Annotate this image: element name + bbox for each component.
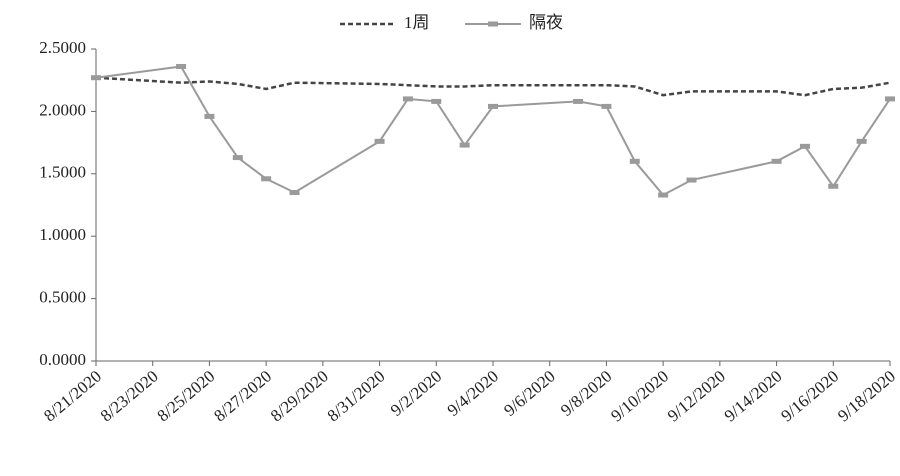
- x-tick-label: 9/6/2020: [500, 367, 559, 420]
- y-tick-label: 2.5000: [39, 38, 86, 57]
- point-marker: [885, 96, 895, 102]
- point-marker: [374, 138, 385, 144]
- point-marker: [431, 98, 442, 104]
- point-marker: [799, 143, 810, 149]
- point-marker: [402, 96, 413, 102]
- y-tick-label: 2.0000: [39, 100, 86, 119]
- point-marker: [771, 158, 782, 164]
- point-marker: [658, 192, 669, 198]
- x-tick-label: 9/16/2020: [777, 367, 842, 426]
- x-tick-label: 8/31/2020: [324, 367, 389, 426]
- x-tick-label: 9/8/2020: [557, 367, 616, 420]
- x-tick-label: 9/12/2020: [664, 367, 729, 426]
- legend-marker: [488, 21, 498, 27]
- series-line: [95, 65, 891, 197]
- point-marker: [856, 138, 867, 144]
- point-marker: [232, 155, 243, 161]
- point-marker: [459, 142, 470, 148]
- point-marker: [828, 183, 839, 189]
- point-marker: [573, 98, 584, 104]
- x-tick-label: 9/4/2020: [444, 367, 503, 420]
- x-tick-label: 8/25/2020: [153, 367, 218, 426]
- point-marker: [289, 190, 300, 196]
- x-tick-label: 8/21/2020: [40, 367, 105, 426]
- x-tick-label: 9/14/2020: [721, 367, 786, 426]
- point-marker: [204, 113, 215, 119]
- point-marker: [488, 103, 498, 109]
- point-marker: [686, 177, 697, 183]
- y-tick-label: 1.0000: [39, 225, 86, 244]
- point-marker: [629, 158, 640, 164]
- point-marker: [601, 103, 612, 109]
- y-tick-label: 1.5000: [39, 163, 86, 182]
- y-tick-label: 0.5000: [39, 288, 86, 307]
- legend-label: 1周: [404, 13, 430, 32]
- x-tick-label: 8/27/2020: [210, 367, 275, 426]
- point-marker: [261, 176, 272, 182]
- y-tick-label: 0.0000: [39, 350, 86, 369]
- x-tick-label: 8/23/2020: [97, 367, 162, 426]
- point-marker: [91, 75, 101, 81]
- legend-label: 隔夜: [529, 13, 563, 32]
- x-tick-label: 9/18/2020: [834, 367, 899, 426]
- series-line: [95, 76, 891, 97]
- x-tick-label: 9/10/2020: [607, 367, 672, 426]
- point-marker: [176, 63, 187, 69]
- x-tick-label: 9/2/2020: [387, 367, 446, 420]
- x-tick-label: 8/29/2020: [267, 367, 332, 426]
